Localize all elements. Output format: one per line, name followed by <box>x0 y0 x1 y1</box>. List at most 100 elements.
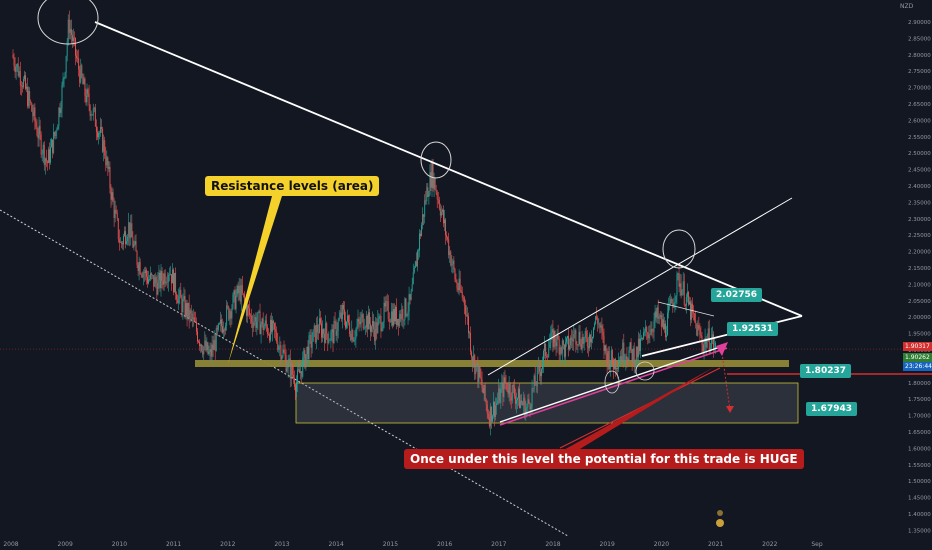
candle-body <box>587 346 589 349</box>
candle-body <box>434 177 436 190</box>
huge-potential-annotation[interactable]: Once under this level the potential for … <box>404 449 804 469</box>
candle-body <box>659 315 661 317</box>
candle-body <box>381 328 383 331</box>
candle-body <box>687 292 689 305</box>
candle-body <box>68 19 70 33</box>
candle-body <box>136 251 138 265</box>
candle-body <box>91 114 93 116</box>
candle-body <box>35 121 37 127</box>
candle-body <box>22 79 24 88</box>
candle-body <box>346 321 347 328</box>
price-label-2[interactable]: 1.92531 <box>727 322 778 336</box>
candle-body <box>424 200 426 217</box>
candle-body <box>382 322 384 329</box>
price-label-4[interactable]: 1.67943 <box>806 402 857 416</box>
candle-body <box>493 401 494 416</box>
candle-body <box>449 251 451 256</box>
candle-body <box>186 303 188 318</box>
candle-body <box>173 269 174 293</box>
candle-body <box>632 348 634 363</box>
candle-body <box>298 369 300 371</box>
candle-body <box>471 351 473 358</box>
time-axis[interactable]: 2008 2009 2010 2011 2012 2013 2014 2015 2016 2017… <box>3 541 822 548</box>
y-tick-label: 1.35000 <box>908 528 931 534</box>
candle-body <box>331 329 333 333</box>
candle-body <box>611 350 613 363</box>
candle-body <box>497 400 499 404</box>
candle-body <box>105 155 107 166</box>
candle-body <box>224 329 226 331</box>
candle-body <box>166 281 168 283</box>
candle-body <box>291 364 293 375</box>
candle-body <box>336 330 338 336</box>
candle-body <box>151 273 153 276</box>
current-price-badge: 1.90317 <box>903 342 932 351</box>
candle-body <box>240 285 242 302</box>
candle-body <box>447 237 449 240</box>
candle-body <box>660 315 662 327</box>
candle-body <box>262 318 264 330</box>
candle-body <box>191 313 193 320</box>
candle-body <box>195 321 197 332</box>
huge-pointer <box>560 366 716 452</box>
candle-body <box>653 320 655 332</box>
price-axis[interactable]: 2.90000 2.85000 2.80000 2.75000 2.70000 2.650… <box>908 20 931 534</box>
candle-body <box>698 325 700 329</box>
candle-body <box>278 346 280 350</box>
drawings-front <box>37 0 932 527</box>
candle-body <box>675 295 677 302</box>
candle-body <box>478 367 480 383</box>
candle-body <box>36 126 38 136</box>
candle-body <box>503 377 505 398</box>
candle-body <box>602 331 604 336</box>
candle-body <box>124 231 125 236</box>
candle-body <box>217 323 219 330</box>
candle-body <box>388 319 390 322</box>
y-tick-label: 2.20000 <box>908 250 931 256</box>
y-tick-label: 2.75000 <box>908 69 931 75</box>
candle-body <box>411 284 413 291</box>
candle-body <box>37 135 39 139</box>
candle-body <box>141 274 143 278</box>
resistance-annotation[interactable]: Resistance levels (area) <box>205 176 380 196</box>
candle-body <box>490 406 492 422</box>
candle-body <box>548 347 550 357</box>
candle-body <box>539 371 541 377</box>
candle-body <box>419 233 420 251</box>
candle-body <box>378 316 380 320</box>
price-label-1[interactable]: 2.02756 <box>711 288 762 302</box>
candle-body <box>523 397 525 406</box>
candle-body <box>80 65 82 83</box>
candle-body <box>199 341 201 347</box>
x-tick-label: 2021 <box>708 541 723 548</box>
candle-body <box>530 407 532 409</box>
candle-body <box>646 326 648 333</box>
candle-body <box>323 329 325 335</box>
candle-body <box>211 344 213 357</box>
y-tick-label: 2.30000 <box>908 217 931 223</box>
y-tick-label: 1.70000 <box>908 414 931 420</box>
candle-body <box>485 399 487 405</box>
candle-body <box>204 340 206 347</box>
candle-body <box>341 304 343 320</box>
candle-body <box>339 312 341 318</box>
candle-body <box>703 343 705 352</box>
candle-body <box>332 329 334 344</box>
candle-body <box>259 311 261 335</box>
candle-body <box>121 243 123 245</box>
candle-body <box>541 368 542 377</box>
candle-body <box>693 312 695 314</box>
candle-body <box>620 356 622 361</box>
short-trendline <box>657 301 715 317</box>
candle-body <box>374 329 376 341</box>
candle-body <box>84 78 86 96</box>
y-tick-label: 2.05000 <box>908 299 931 305</box>
price-label-3[interactable]: 1.80237 <box>800 364 851 378</box>
candle-body <box>599 323 601 328</box>
candle-body <box>86 89 88 103</box>
candle-body <box>354 338 356 341</box>
candle-body <box>81 65 83 77</box>
y-tick-label: 2.55000 <box>908 135 931 141</box>
candle-body <box>560 347 562 354</box>
y-tick-label: 2.00000 <box>908 315 931 321</box>
